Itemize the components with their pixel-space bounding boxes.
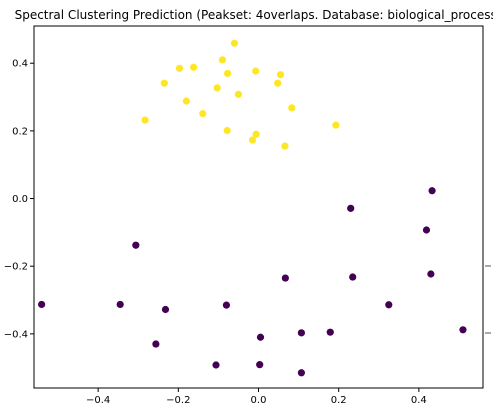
y-tick-label: −0.2 xyxy=(4,262,28,273)
chart-title: Spectral Clustering Prediction (Peakset:… xyxy=(15,8,493,22)
data-point-cluster-0 xyxy=(347,204,355,212)
data-point-cluster-1 xyxy=(141,116,149,124)
data-point-cluster-0 xyxy=(422,226,431,234)
data-point-cluster-0 xyxy=(256,361,264,369)
y-tick-label: −0.4 xyxy=(4,329,28,340)
data-point-cluster-0 xyxy=(281,274,289,282)
x-tick-label: −0.2 xyxy=(166,395,190,406)
y-tick-label: 0.2 xyxy=(12,126,28,137)
data-point-cluster-1 xyxy=(218,56,227,64)
x-tick-label: 0.0 xyxy=(251,395,267,406)
data-point-cluster-0 xyxy=(152,340,160,348)
data-point-cluster-0 xyxy=(428,187,436,195)
data-point-cluster-1 xyxy=(248,136,257,144)
data-point-cluster-1 xyxy=(276,71,285,79)
y-axis: −0.4 −0.2 0.0 0.2 0.4 xyxy=(4,59,34,340)
data-point-cluster-0 xyxy=(297,329,305,337)
x-axis: −0.4 −0.2 0.0 0.2 0.4 xyxy=(86,388,427,406)
data-point-cluster-1 xyxy=(274,79,282,87)
data-point-cluster-1 xyxy=(234,90,243,98)
data-point-cluster-0 xyxy=(297,369,305,377)
data-point-cluster-0 xyxy=(38,300,46,309)
data-point-cluster-1 xyxy=(189,63,198,71)
x-tick-label: −0.4 xyxy=(86,395,110,406)
data-point-cluster-0 xyxy=(349,273,357,281)
y-tick-label: 0.4 xyxy=(12,59,28,70)
data-point-cluster-1 xyxy=(199,110,207,118)
data-point-cluster-0 xyxy=(385,301,393,309)
data-point-cluster-1 xyxy=(288,104,296,112)
plot-frame xyxy=(33,25,484,389)
data-point-cluster-1 xyxy=(252,130,260,138)
data-point-cluster-0 xyxy=(116,300,124,309)
x-tick-label: 0.2 xyxy=(331,395,347,406)
data-point-cluster-1 xyxy=(175,64,184,72)
data-point-cluster-1 xyxy=(230,39,239,47)
data-point-cluster-1 xyxy=(332,121,340,129)
data-point-cluster-0 xyxy=(427,270,435,278)
data-point-cluster-1 xyxy=(224,69,232,77)
data-point-cluster-0 xyxy=(256,333,265,341)
x-tick-label: 0.4 xyxy=(411,395,427,406)
data-point-cluster-1 xyxy=(160,79,168,87)
data-point-cluster-1 xyxy=(281,142,289,150)
y-tick-label: 0.0 xyxy=(12,194,28,205)
data-point-cluster-0 xyxy=(326,328,334,336)
data-point-cluster-1 xyxy=(182,97,190,105)
data-point-cluster-0 xyxy=(212,361,220,369)
data-points xyxy=(38,39,467,377)
data-point-cluster-0 xyxy=(161,305,170,314)
data-point-cluster-1 xyxy=(213,84,221,92)
data-point-cluster-0 xyxy=(222,301,231,309)
data-point-cluster-1 xyxy=(223,126,231,135)
data-point-cluster-0 xyxy=(132,241,140,249)
data-point-cluster-1 xyxy=(252,67,260,75)
data-point-cluster-0 xyxy=(459,326,467,334)
